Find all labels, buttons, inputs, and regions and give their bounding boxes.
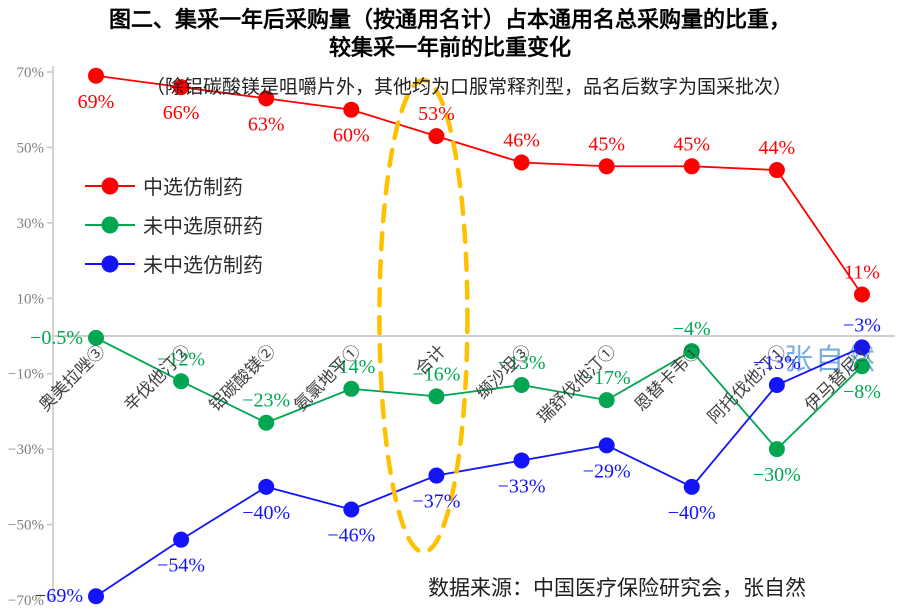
data-point	[428, 388, 445, 405]
data-label: −12%	[157, 348, 205, 370]
data-point	[258, 90, 275, 107]
data-label: −30%	[753, 464, 801, 486]
data-label: 53%	[418, 103, 455, 125]
data-label: −0.5%	[30, 327, 83, 349]
data-point	[513, 154, 530, 171]
data-label: −17%	[583, 367, 631, 389]
data-point	[428, 467, 445, 484]
data-point	[343, 101, 360, 118]
data-label: −69%	[35, 585, 83, 607]
series-line-0	[95, 74, 863, 296]
data-point	[258, 478, 275, 495]
legend-label: 未中选仿制药	[143, 255, 263, 277]
data-label: −16%	[412, 363, 460, 385]
data-source: 数据来源：中国医疗保险研究会，张自然	[428, 576, 806, 600]
data-point	[428, 128, 445, 145]
data-point	[598, 437, 615, 454]
data-label: 46%	[503, 130, 540, 152]
data-point	[173, 531, 190, 548]
data-point	[513, 452, 530, 469]
y-axis-tick-label: −30%	[8, 442, 44, 458]
chart-title: 图二、集采一年后采购量（按通用名计）占本通用名总采购量的比重， 较集采一年前的比…	[0, 6, 900, 62]
data-label: −29%	[583, 460, 631, 482]
data-label: 45%	[588, 133, 625, 155]
legend-item-2: 未中选仿制药	[84, 244, 263, 283]
legend-marker-icon	[85, 255, 135, 272]
y-axis-tick-label: 50%	[17, 140, 45, 156]
legend-label: 中选仿制药	[143, 177, 243, 199]
series-line-2	[95, 346, 863, 597]
data-label: −8%	[843, 381, 881, 403]
chart-title-line2: 较集采一年前的比重变化	[328, 35, 571, 60]
data-label: −13%	[753, 352, 801, 374]
y-axis-tick-label: −70%	[8, 593, 44, 609]
data-label: 60%	[333, 125, 370, 147]
data-point	[173, 373, 190, 390]
data-point	[598, 158, 615, 175]
data-label: −33%	[498, 475, 546, 497]
data-label: 63%	[248, 113, 285, 135]
data-label: −40%	[242, 502, 290, 524]
data-label: −14%	[327, 356, 375, 378]
y-axis-tick-label: −10%	[8, 367, 44, 383]
data-point	[683, 158, 700, 175]
chart-subtitle: （除铝碳酸镁是咀嚼片外，其他均为口服常释剂型，品名后数字为国采批次）	[146, 77, 793, 98]
series-line-1	[95, 337, 863, 451]
data-label: 45%	[673, 133, 710, 155]
data-label: 69%	[78, 91, 115, 113]
data-point	[88, 588, 104, 605]
legend-item-0: 中选仿制药	[84, 166, 263, 205]
data-point	[88, 67, 104, 84]
data-point	[768, 162, 785, 179]
y-axis-tick-label: 70%	[17, 65, 45, 81]
category-label: 氨氯地平①	[291, 341, 365, 415]
data-point	[173, 79, 190, 96]
data-label: 44%	[759, 137, 796, 159]
data-point	[343, 501, 360, 518]
data-point	[683, 478, 700, 495]
legend: 中选仿制药未中选原研药 未中选仿制药	[84, 166, 263, 283]
data-point	[768, 441, 785, 458]
data-label: −3%	[843, 314, 881, 336]
data-point	[683, 343, 700, 360]
highlight-ellipse	[377, 77, 470, 555]
data-point	[513, 377, 530, 394]
category-label: 奥美拉唑③	[35, 341, 109, 415]
legend-marker-icon	[85, 216, 135, 233]
y-axis-tick-label: 10%	[17, 291, 45, 307]
legend-marker-icon	[85, 177, 135, 194]
data-point	[598, 392, 615, 409]
data-point	[853, 339, 870, 356]
y-axis-tick-label: −50%	[8, 518, 44, 534]
data-label: 11%	[844, 262, 880, 284]
data-label: −4%	[673, 318, 711, 340]
category-label: 伊马替尼①	[801, 341, 875, 415]
data-point	[853, 358, 870, 375]
category-label: 恩替卡韦①	[631, 341, 705, 415]
data-point	[88, 329, 104, 346]
chart-title-line1: 图二、集采一年后采购量（按通用名计）占本通用名总采购量的比重，	[108, 7, 791, 32]
legend-label: 未中选原研药	[143, 216, 263, 238]
data-label: −37%	[412, 491, 460, 513]
data-label: −54%	[157, 555, 205, 577]
data-point	[343, 380, 360, 397]
data-label: −46%	[327, 524, 375, 546]
legend-item-1: 未中选原研药	[84, 205, 263, 244]
data-point	[768, 377, 785, 394]
data-label: −13%	[498, 352, 546, 374]
data-point	[853, 286, 870, 303]
data-point	[258, 414, 275, 431]
data-label: 66%	[163, 102, 200, 124]
data-label: −23%	[242, 390, 290, 412]
y-axis-tick-label: 30%	[17, 216, 45, 232]
data-label: −40%	[668, 502, 716, 524]
